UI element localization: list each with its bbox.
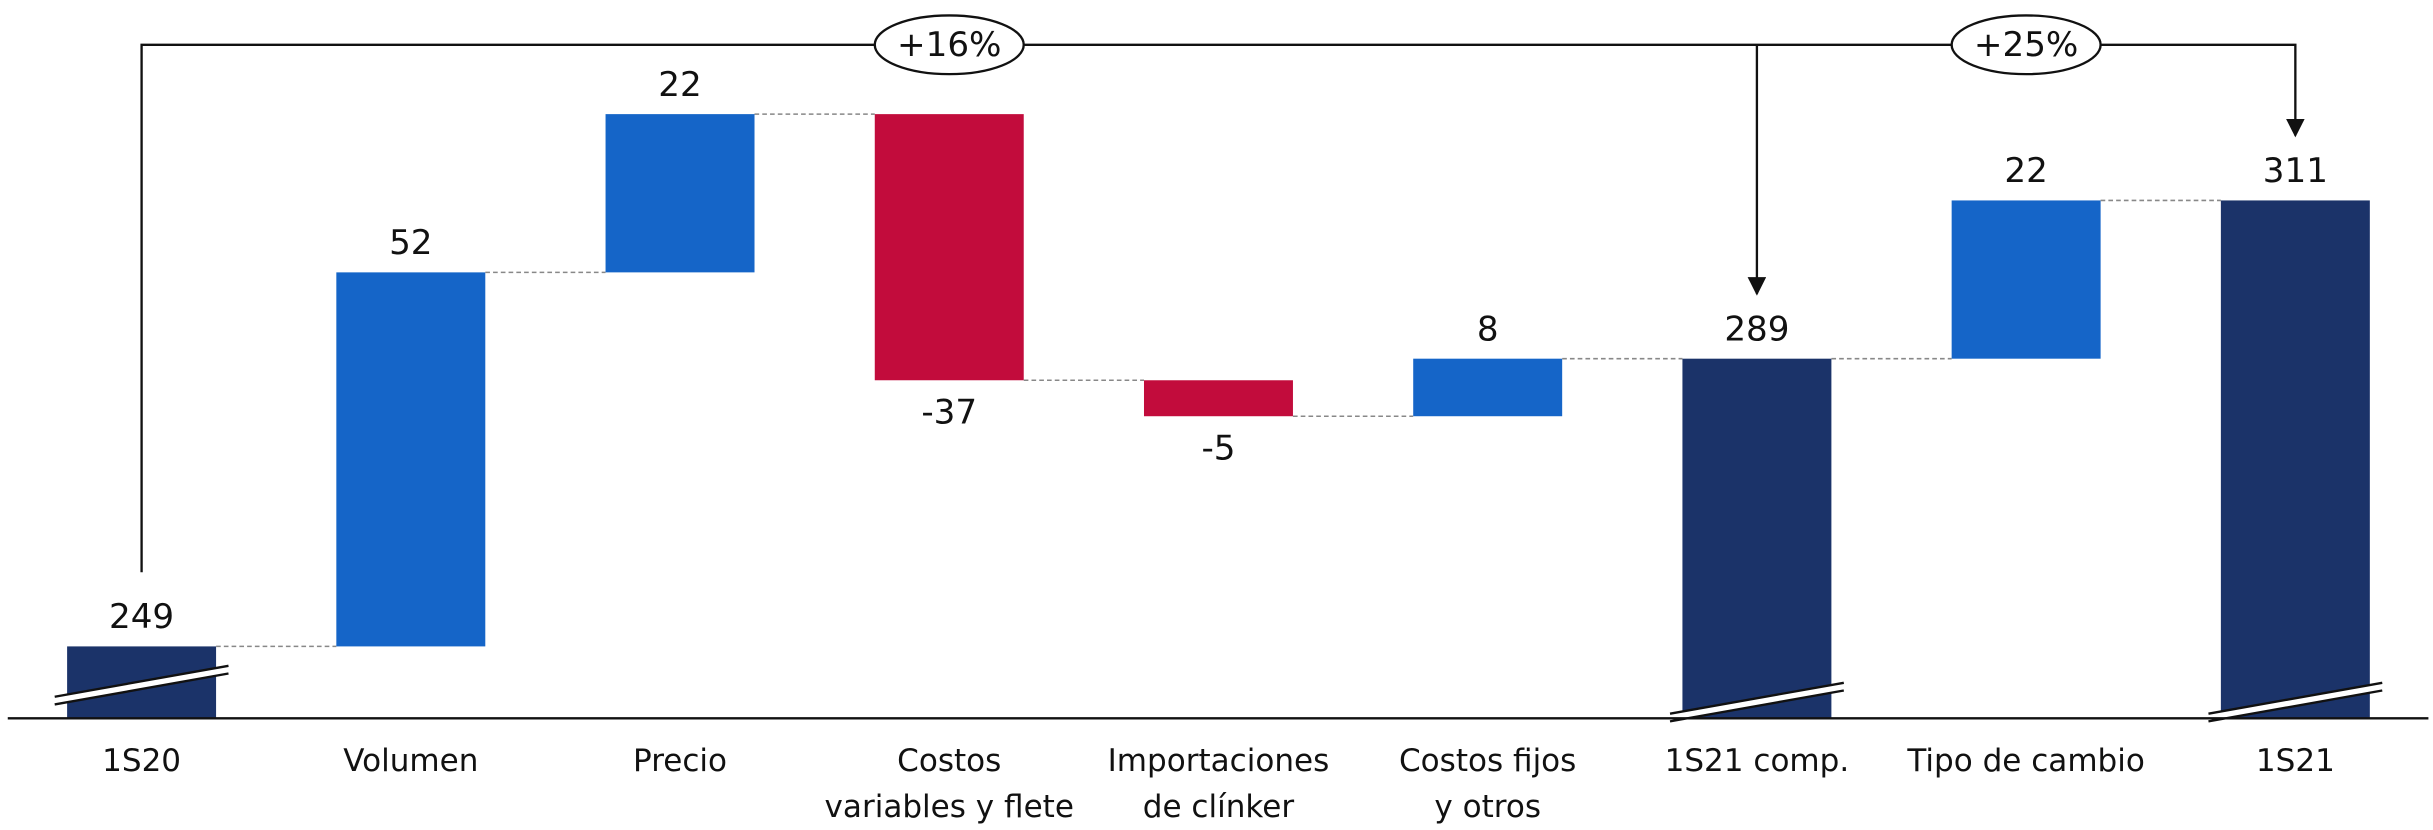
x-tick-label: 1S21 comp. xyxy=(1664,741,1850,779)
bar xyxy=(605,114,755,273)
annotation-oval xyxy=(873,14,1025,76)
axis-break-line xyxy=(54,672,229,706)
axis-break-line xyxy=(2208,689,2383,723)
annotation: +16% xyxy=(897,25,1001,65)
x-tick-label: Costos variables y flete xyxy=(824,741,1074,825)
value-label: -5 xyxy=(1201,429,1235,469)
axis-break xyxy=(2208,682,2383,722)
axis-break-line xyxy=(1669,689,1845,723)
bar xyxy=(1143,380,1293,417)
x-tick-label: Volumen xyxy=(343,741,479,779)
x-tick-label: Tipo de cambio xyxy=(1907,741,2145,779)
bracket xyxy=(140,43,2305,573)
x-tick-label: Importaciones de clínker xyxy=(1107,741,1330,825)
annotation: +25% xyxy=(1974,25,2078,65)
x-tick-label: 1S20 xyxy=(102,741,182,779)
x-tick-label: Costos fijos y otros xyxy=(1399,741,1577,825)
bar xyxy=(1413,358,1563,417)
value-label: 311 xyxy=(2263,151,2328,191)
value-label: -37 xyxy=(921,393,977,433)
axis-break-line xyxy=(1669,681,1845,715)
axis-break-line xyxy=(2208,681,2383,715)
value-label: 289 xyxy=(1724,309,1789,349)
value-label: 52 xyxy=(389,223,432,263)
value-label: 22 xyxy=(2004,151,2047,191)
bar xyxy=(2220,200,2370,719)
axis-break xyxy=(54,665,229,705)
bar xyxy=(336,272,486,647)
x-tick-label: Precio xyxy=(633,741,728,779)
axis-break xyxy=(1670,682,1844,722)
value-label: 22 xyxy=(658,65,701,105)
value-label: 249 xyxy=(109,597,174,637)
bar xyxy=(1682,358,1832,719)
bar xyxy=(1951,200,2101,359)
value-label: 8 xyxy=(1477,309,1499,349)
x-tick-label: 1S21 xyxy=(2255,741,2335,779)
bar xyxy=(874,114,1024,381)
axis-break-line xyxy=(54,664,229,698)
annotation-oval xyxy=(1950,14,2102,76)
